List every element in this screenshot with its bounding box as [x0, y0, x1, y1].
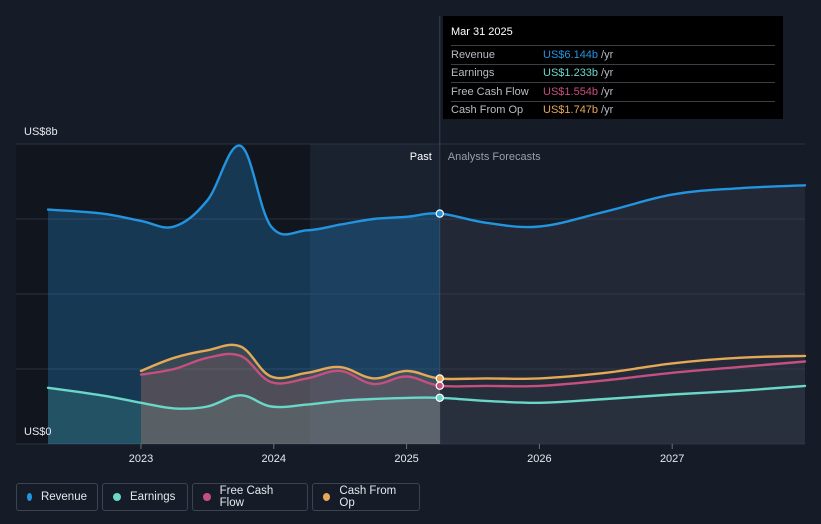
tooltip-value: US$6.144b: [543, 48, 599, 61]
tooltip-value: US$1.554b: [543, 85, 599, 98]
past-label: Past: [410, 151, 432, 163]
tooltip-unit: /yr: [601, 67, 614, 80]
tooltip-unit: /yr: [601, 85, 614, 98]
tooltip-label: Cash From Op: [451, 104, 524, 117]
x-tick-label-2026: 2026: [527, 453, 551, 465]
x-tick-label-2027: 2027: [660, 453, 684, 465]
tooltip-label: Free Cash Flow: [451, 85, 529, 98]
tooltip-row-earnings: Earnings US$1.233b /yr: [451, 63, 775, 83]
x-tick-label-2025: 2025: [394, 453, 418, 465]
tooltip-unit: /yr: [601, 104, 614, 117]
legend-dot-icon: [203, 493, 211, 501]
tooltip-value: US$1.747b: [543, 104, 599, 117]
cash-from-op-marker: [435, 374, 444, 383]
tooltip-label: Earnings: [451, 67, 495, 80]
tooltip-row-revenue: Revenue US$6.144b /yr: [451, 45, 775, 64]
earnings-line: [46, 384, 807, 410]
legend-label: Free Cash Flow: [219, 485, 274, 509]
earnings-forecast-area: [439, 385, 805, 444]
forecast-label: Analysts Forecasts: [448, 151, 541, 163]
legend-label: Cash From Op: [339, 485, 397, 509]
cash-from-op-line: [139, 343, 807, 381]
free-cash-flow-line: [139, 352, 807, 388]
revenue-line: [46, 144, 807, 236]
cash-from-op-area: [141, 344, 440, 444]
tooltip-row-free-cash-flow: Free Cash Flow US$1.554b /yr: [451, 82, 775, 101]
legend-item-earnings[interactable]: Earnings: [102, 483, 188, 511]
cash-from-op-forecast-area: [439, 355, 805, 444]
free-cash-flow-forecast-area: [439, 361, 805, 444]
earnings-marker: [435, 393, 444, 402]
legend-dot-icon: [323, 493, 331, 501]
tooltip-unit: /yr: [601, 48, 614, 61]
y-axis-bottom-label: US$0: [24, 426, 52, 438]
free-cash-flow-area: [141, 353, 440, 444]
tooltip: Mar 31 2025 Revenue US$6.144b /yr Earnin…: [443, 16, 783, 119]
free-cash-flow-marker: [435, 381, 444, 390]
tooltip-row-cash-from-op: Cash From Op US$1.747b /yr: [451, 100, 775, 120]
tooltip-label: Revenue: [451, 48, 496, 61]
tooltip-value: US$1.233b: [543, 67, 599, 80]
legend-label: Revenue: [40, 491, 87, 503]
legend-item-revenue[interactable]: Revenue: [16, 483, 98, 511]
x-tick-label-2023: 2023: [129, 453, 153, 465]
x-tick-label-2024: 2024: [262, 453, 286, 465]
legend-dot-icon: [113, 493, 121, 501]
y-axis-top-label: US$8b: [24, 126, 58, 138]
legend-label: Earnings: [130, 491, 176, 503]
revenue-marker: [435, 209, 444, 218]
legend-item-cash-from-op[interactable]: Cash From Op: [312, 483, 420, 511]
tooltip-date: Mar 31 2025: [451, 26, 513, 38]
legend-item-free-cash-flow[interactable]: Free Cash Flow: [192, 483, 308, 511]
legend-dot-icon: [27, 493, 32, 501]
